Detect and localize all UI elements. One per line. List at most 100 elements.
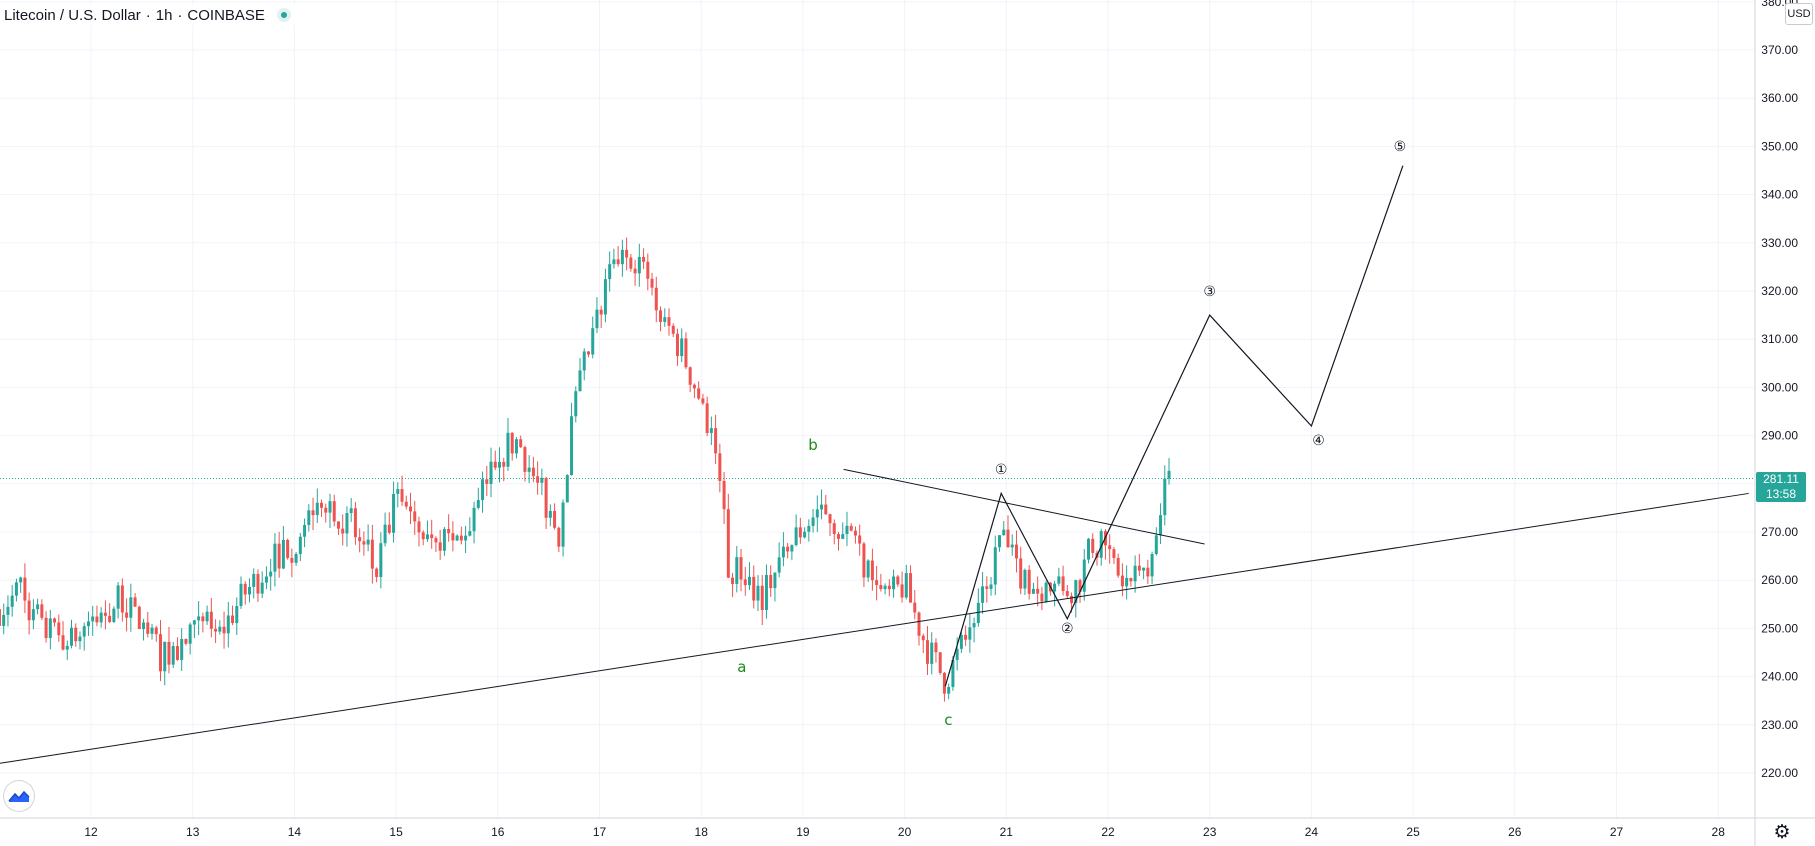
- wave-label: ⑤: [1394, 139, 1407, 155]
- candle-body: [459, 535, 463, 541]
- candle-body: [904, 573, 908, 598]
- candle-body: [366, 539, 370, 545]
- live-status-icon: [276, 8, 291, 22]
- candle-body: [985, 586, 989, 589]
- candle-body: [14, 582, 18, 596]
- candle-body: [269, 571, 273, 577]
- candle-body: [1137, 565, 1141, 571]
- candle-body: [964, 634, 968, 640]
- candle-body: [311, 510, 315, 516]
- candle-body: [404, 501, 408, 507]
- candle-body: [455, 535, 459, 541]
- candle-body: [989, 584, 993, 589]
- exchange-label: COINBASE: [187, 6, 265, 24]
- candle-body: [1061, 576, 1065, 592]
- candle-body: [150, 627, 154, 634]
- candle-body: [1129, 577, 1133, 582]
- candle-body: [582, 351, 586, 371]
- candle-body: [625, 249, 629, 258]
- candle-body: [273, 543, 277, 572]
- candle-body: [345, 513, 349, 534]
- candle-body: [828, 514, 832, 524]
- candle-body: [760, 585, 764, 610]
- x-tick-label: 25: [1406, 825, 1420, 839]
- candle-body: [1074, 580, 1078, 604]
- candle-body: [557, 527, 561, 547]
- candle-body: [481, 479, 485, 501]
- currency-badge[interactable]: USD: [1785, 3, 1813, 25]
- candle-body: [1150, 554, 1154, 577]
- candle-body: [341, 528, 345, 534]
- symbol-header[interactable]: Litecoin / U.S. Dollar · 1h · COINBASE: [4, 5, 295, 25]
- candle-body: [1053, 583, 1057, 592]
- candle-body: [222, 626, 226, 634]
- gear-icon[interactable]: ⚙: [1773, 821, 1791, 843]
- candle-body: [434, 538, 438, 543]
- y-tick-label: 260.00: [1761, 573, 1798, 587]
- candle-body: [447, 528, 451, 534]
- candle-body: [671, 325, 675, 334]
- candle-body: [599, 309, 603, 315]
- x-tick-label: 21: [1000, 825, 1014, 839]
- candle-body: [489, 461, 493, 484]
- candle-body: [879, 585, 883, 590]
- wave-labels: a b c ① ② ③ ④ ⑤: [737, 139, 1406, 729]
- candle-body: [578, 370, 582, 392]
- candle-body: [328, 501, 332, 513]
- candle-body: [332, 501, 336, 522]
- x-tick-label: 14: [288, 825, 302, 839]
- y-tick-label: 290.00: [1761, 429, 1798, 443]
- candle-body: [794, 527, 798, 546]
- candle-body: [1108, 545, 1112, 550]
- candle-body: [862, 543, 866, 578]
- candle-body: [417, 521, 421, 533]
- tradingview-logo-icon[interactable]: [4, 781, 34, 811]
- candle-body: [468, 531, 472, 536]
- candle-body: [913, 602, 917, 613]
- candle-body: [48, 618, 52, 639]
- candle-body: [112, 608, 116, 622]
- candle-body: [892, 576, 896, 590]
- candle-body: [527, 467, 531, 472]
- x-tick-label: 24: [1305, 825, 1319, 839]
- candle-body: [514, 439, 518, 454]
- candle-body: [938, 652, 942, 673]
- candle-body: [718, 453, 722, 481]
- candle-body: [777, 557, 781, 573]
- candle-body: [6, 606, 10, 615]
- candle-body: [294, 554, 298, 563]
- candle-body: [61, 635, 65, 650]
- candle-body: [358, 537, 362, 542]
- y-tick-label: 230.00: [1761, 718, 1798, 732]
- candle-body: [1120, 575, 1124, 587]
- candle-body: [0, 609, 1, 626]
- candle-body: [40, 604, 44, 618]
- candle-body: [680, 338, 684, 357]
- wave-label: ③: [1203, 284, 1216, 300]
- candle-body: [400, 489, 404, 502]
- candle-body: [125, 612, 129, 618]
- candle-body: [595, 309, 599, 329]
- candle-body: [167, 641, 171, 665]
- candle-body: [981, 586, 985, 603]
- candle-body: [19, 577, 23, 583]
- wave-label: a: [737, 658, 746, 676]
- candle-body: [74, 627, 78, 642]
- candle-body: [239, 583, 243, 606]
- candle-body: [485, 479, 489, 484]
- candle-body: [972, 623, 976, 628]
- candle-body: [31, 609, 35, 621]
- candle-body: [375, 568, 379, 577]
- candle-body: [65, 645, 69, 650]
- candle-body: [769, 574, 773, 589]
- candle-body: [654, 287, 658, 311]
- candle-body: [909, 573, 913, 603]
- candle-body: [1031, 588, 1035, 594]
- candle-body: [175, 646, 179, 660]
- candle-body: [260, 582, 264, 594]
- candle-body: [608, 264, 612, 280]
- candle-body: [714, 428, 718, 454]
- candle-body: [803, 531, 807, 538]
